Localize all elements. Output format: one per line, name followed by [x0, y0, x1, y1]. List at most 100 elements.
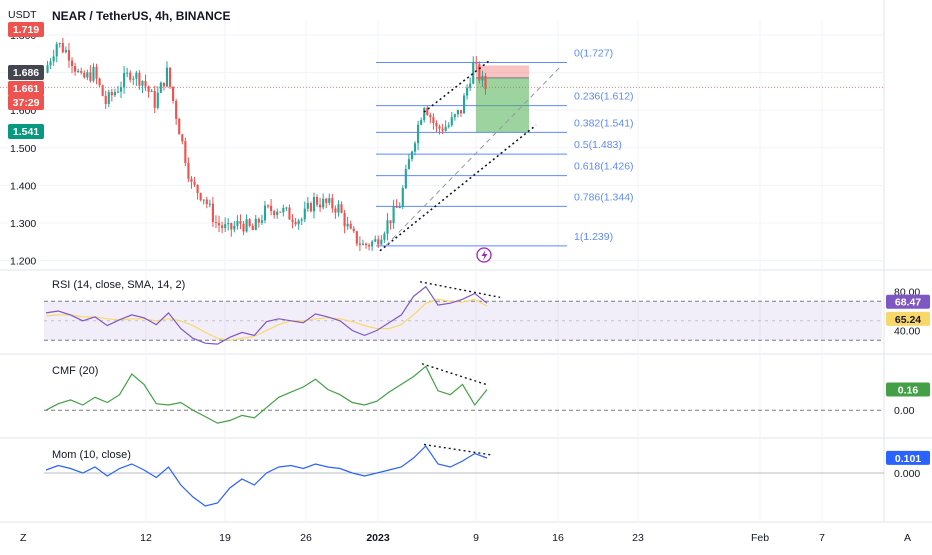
alert-icon[interactable] — [476, 247, 492, 263]
candle-body — [211, 203, 214, 223]
cmf-value-tag[interactable]: 0.16 — [886, 382, 930, 397]
candlestick-series — [46, 37, 487, 252]
candle-body — [214, 222, 218, 224]
candle-body — [266, 205, 270, 207]
mom-value-tag[interactable]: 0.101 — [886, 450, 930, 465]
candle — [190, 176, 193, 189]
cmf-divergence-trendline[interactable] — [421, 363, 487, 386]
candle — [214, 215, 218, 229]
candle-body — [227, 223, 230, 225]
candle — [67, 43, 71, 68]
candle — [300, 217, 303, 226]
candle — [404, 164, 407, 190]
grid-lines — [0, 0, 932, 523]
trendlines[interactable] — [379, 59, 563, 456]
price-tick-label: 1.400 — [10, 180, 36, 192]
candle — [107, 89, 110, 108]
price-axis[interactable]: 1.8001.7001.6001.5001.4001.3001.20080.00… — [8, 22, 930, 480]
candle — [469, 77, 472, 91]
candle-body — [132, 78, 135, 80]
candle — [159, 81, 162, 94]
candle-body — [331, 198, 334, 209]
candle-body — [233, 225, 236, 230]
candle-body — [334, 208, 337, 213]
symbol-title[interactable]: NEAR / TetherUS, 4h, BINANCE — [52, 9, 230, 23]
channel-midline[interactable] — [385, 64, 563, 246]
candle-body — [257, 218, 260, 223]
rsi-label[interactable]: RSI (14, close, SMA, 14, 2) — [52, 279, 185, 291]
price-tag-text: 1.541 — [13, 126, 39, 138]
candle-body — [49, 61, 52, 66]
candle — [260, 214, 263, 225]
take-profit-zone[interactable] — [476, 77, 529, 133]
candle-body — [401, 188, 404, 207]
candle — [123, 66, 126, 94]
candle-body — [279, 211, 282, 213]
candle-body — [466, 87, 469, 96]
candle — [248, 218, 251, 228]
cmf-label[interactable]: CMF (20) — [52, 365, 98, 377]
fib-level-label: 0(1.727) — [574, 47, 613, 59]
candle — [423, 106, 426, 123]
upper-channel-trendline[interactable] — [423, 59, 491, 113]
rsi-value-tag[interactable]: 68.47 — [886, 294, 930, 309]
candle — [74, 62, 77, 76]
candle — [435, 120, 438, 132]
candle — [392, 199, 395, 229]
scale-auto-button[interactable]: A — [904, 532, 911, 544]
candle — [288, 204, 291, 220]
candle — [331, 193, 334, 213]
candle — [187, 157, 190, 183]
price-tag[interactable]: 1.686 — [8, 65, 44, 80]
candle — [484, 73, 487, 95]
candle — [165, 61, 169, 88]
candle — [441, 123, 444, 135]
candle — [279, 211, 282, 213]
candle-body — [273, 211, 276, 216]
price-tag[interactable]: 1.719 — [8, 22, 44, 37]
mom-divergence-trendline[interactable] — [423, 443, 493, 456]
candle-body — [325, 198, 328, 203]
candle-body — [64, 50, 67, 53]
candle — [251, 223, 254, 231]
candle-body — [358, 243, 361, 245]
candle-body — [478, 63, 481, 81]
candle-body — [55, 43, 58, 57]
candle-body — [92, 66, 95, 81]
lower-channel-trendline[interactable] — [379, 124, 537, 252]
candle — [208, 199, 211, 208]
candle — [129, 70, 132, 83]
mom-label[interactable]: Mom (10, close) — [52, 449, 131, 461]
stop-loss-zone[interactable] — [476, 65, 529, 78]
time-axis[interactable]: 12 19 26 2023 9 16 23 Feb 7 — [140, 532, 825, 544]
candle-body — [441, 128, 444, 131]
candle — [116, 86, 120, 94]
rsi-sma-value-tag[interactable]: 65.24 — [886, 311, 930, 326]
candle — [481, 70, 484, 87]
short-position-tool[interactable] — [476, 65, 529, 133]
fibonacci-retracement[interactable]: 0(1.727) 0.236(1.612) 0.382(1.541) 0.5(1.48… — [376, 47, 634, 247]
candle — [398, 202, 401, 209]
candle-body — [77, 70, 80, 72]
time-tick-label: 19 — [219, 532, 231, 544]
candle — [233, 220, 236, 233]
candle-body — [291, 219, 294, 222]
price-tag[interactable]: 1.541 — [8, 124, 44, 139]
candle-body — [395, 206, 398, 208]
candle — [119, 81, 123, 99]
rsi-divergence-trendline[interactable] — [419, 281, 501, 299]
price-tag[interactable]: 1.661 — [8, 81, 44, 96]
scale-z-button[interactable]: Z — [20, 532, 27, 544]
price-tag[interactable]: 37:29 — [8, 95, 44, 110]
candle-body — [172, 86, 175, 101]
candle-body — [138, 72, 141, 86]
candle — [303, 201, 306, 223]
candle — [132, 75, 135, 85]
candle-body — [251, 225, 254, 231]
candle — [55, 41, 58, 63]
candle — [104, 90, 107, 109]
candle-body — [276, 211, 279, 216]
candle — [291, 214, 294, 229]
